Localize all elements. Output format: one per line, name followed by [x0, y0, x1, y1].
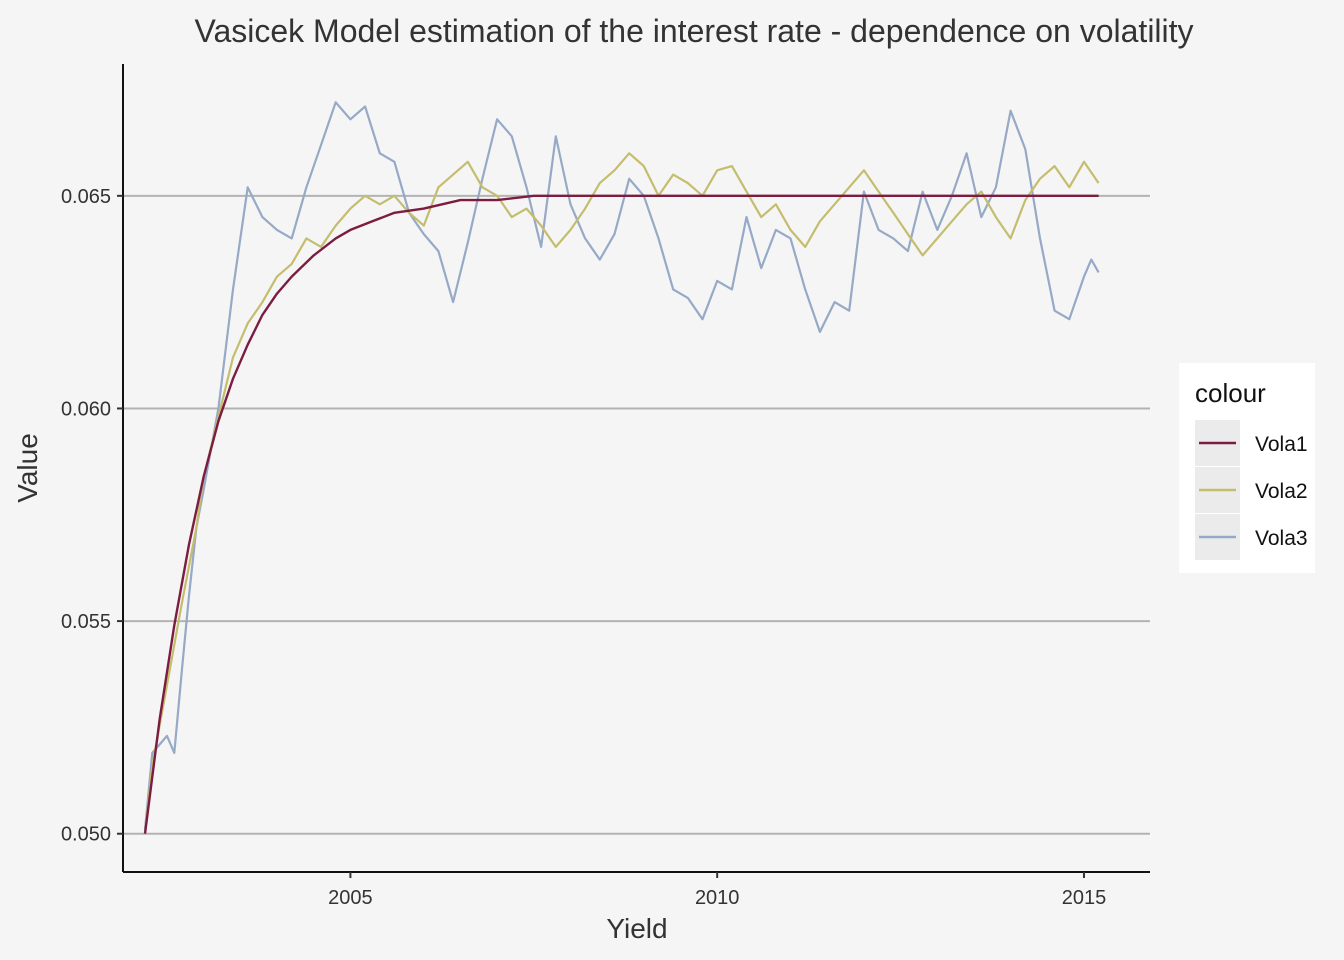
x-tick-label: 2010 — [695, 887, 740, 909]
y-axis-title: Value — [12, 433, 43, 503]
legend-title: colour — [1195, 378, 1266, 408]
x-axis-title: Yield — [606, 913, 667, 944]
y-tick-label: 0.065 — [61, 186, 111, 208]
y-tick-label: 0.060 — [61, 398, 111, 420]
y-ticks: 0.050 0.055 0.060 0.065 — [61, 186, 123, 846]
series-line-vola3 — [143, 101, 1100, 830]
legend-items: Vola1 Vola2 Vola3 — [1195, 420, 1308, 560]
legend-label-vola1: Vola1 — [1255, 433, 1308, 456]
series-group — [143, 101, 1100, 834]
legend: colour Vola1 Vola2 Vola3 — [1179, 363, 1315, 573]
x-ticks: 2005 2010 2015 — [328, 872, 1106, 909]
y-tick-label: 0.050 — [61, 824, 111, 846]
y-tick-label: 0.055 — [61, 611, 111, 633]
x-tick-label: 2005 — [328, 887, 373, 909]
series-line-vola2 — [143, 152, 1100, 834]
chart-title: Vasicek Model estimation of the interest… — [194, 13, 1193, 49]
x-tick-label: 2015 — [1062, 887, 1107, 909]
legend-label-vola2: Vola2 — [1255, 480, 1308, 503]
series-line-vola1 — [143, 194, 1099, 834]
legend-label-vola3: Vola3 — [1255, 527, 1308, 550]
